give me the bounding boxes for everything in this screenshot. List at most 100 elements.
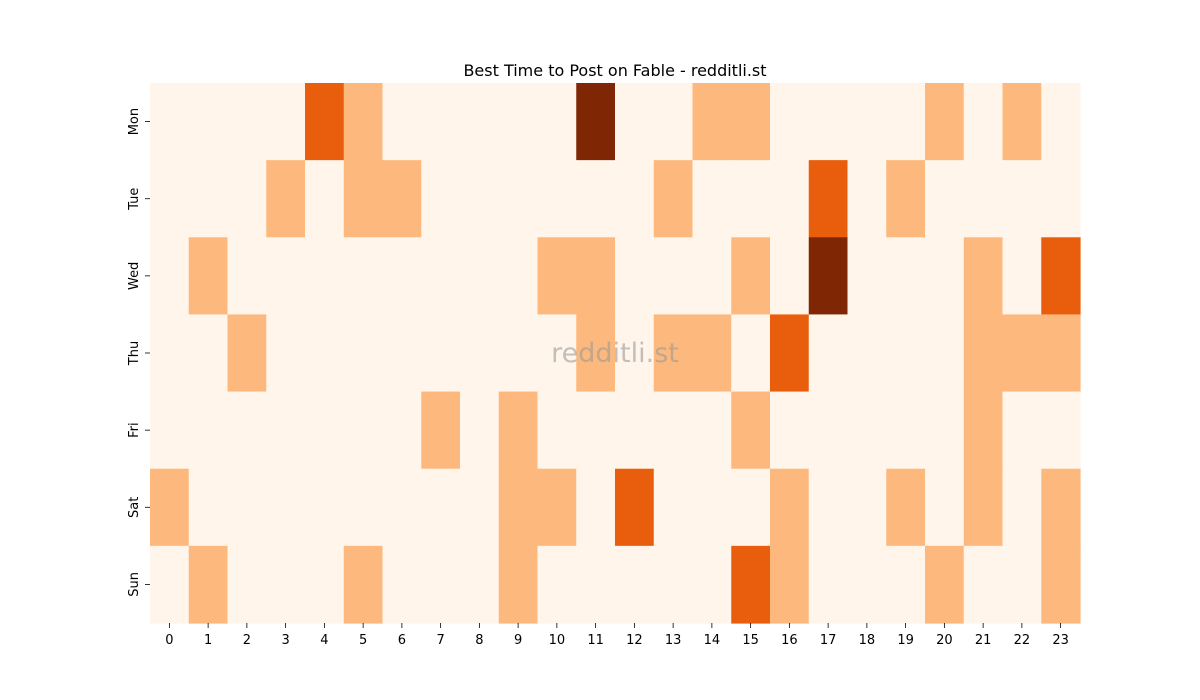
heatmap-cell-tue-7	[421, 160, 461, 238]
heatmap-cell-sat-18	[847, 468, 887, 547]
heatmap-cell-mon-1	[188, 83, 229, 161]
heatmap-cell-thu-3	[266, 314, 306, 393]
heatmap-cell-mon-16	[770, 83, 810, 161]
heatmap-cell-wed-11	[576, 237, 616, 316]
heatmap-cell-wed-12	[615, 237, 655, 316]
heatmap-cell-tue-19	[886, 160, 926, 238]
heatmap-cell-wed-19	[886, 237, 926, 316]
heatmap-cell-sat-6	[382, 468, 422, 547]
heatmap-cell-mon-22	[1002, 83, 1042, 161]
heatmap-cell-sat-8	[460, 468, 500, 547]
heatmap-cell-mon-5	[343, 83, 384, 161]
heatmap-cell-sun-16	[770, 545, 810, 624]
heatmap-cell-sat-4	[305, 468, 345, 547]
x-tick-label: 1	[204, 633, 212, 648]
x-tick-label: 23	[1052, 633, 1069, 648]
heatmap-cell-sun-13	[653, 545, 694, 624]
heatmap-cell-mon-17	[808, 83, 849, 161]
x-tick-label: 17	[820, 633, 837, 648]
heatmap-cell-mon-0	[150, 83, 190, 161]
heatmap-cell-wed-4	[305, 237, 345, 316]
heatmap-cell-sun-21	[963, 545, 1004, 624]
heatmap-cell-fri-1	[188, 391, 229, 470]
heatmap-cell-tue-21	[963, 160, 1004, 238]
x-tick-label: 9	[514, 633, 522, 648]
x-tick-label: 19	[897, 633, 914, 648]
heatmap-cell-sun-14	[692, 545, 732, 624]
heatmap-cell-sun-5	[343, 545, 384, 624]
x-axis: 0 1 2 3 4 5 6 7 8 9 10 11 12 13 14 15 16 17 18 19 20 21 22 23	[165, 623, 1069, 648]
heatmap-cell-wed-20	[925, 237, 965, 316]
heatmap-cell-sat-15	[731, 468, 771, 547]
heatmap-cell-tue-18	[847, 160, 887, 238]
heatmap-cell-wed-6	[382, 237, 422, 316]
heatmap-cell-thu-17	[808, 314, 849, 393]
heatmap-cell-mon-23	[1041, 83, 1081, 161]
heatmap-cell-thu-6	[382, 314, 422, 393]
heatmap-cell-sun-2	[227, 545, 267, 624]
heatmap-cell-tue-8	[460, 160, 500, 238]
heatmap-cell-thu-4	[305, 314, 345, 393]
heatmap-cell-thu-0	[150, 314, 190, 393]
heatmap-cell-fri-12	[615, 391, 655, 470]
heatmap-cell-sun-18	[847, 545, 887, 624]
heatmap-cell-fri-0	[150, 391, 190, 470]
x-tick-label: 13	[665, 633, 682, 648]
heatmap-cell-sun-12	[615, 545, 655, 624]
heatmap-cell-tue-17	[808, 160, 849, 238]
heatmap-cell-fri-16	[770, 391, 810, 470]
heatmap-cell-fri-6	[382, 391, 422, 470]
heatmap-cell-fri-3	[266, 391, 306, 470]
heatmap-cell-sat-12	[615, 468, 655, 547]
watermark: redditli.st	[551, 338, 679, 369]
heatmap-cell-sun-7	[421, 545, 461, 624]
heatmap-cell-mon-14	[692, 83, 732, 161]
heatmap-cell-wed-8	[460, 237, 500, 316]
heatmap-cell-sat-13	[653, 468, 694, 547]
heatmap-cell-tue-15	[731, 160, 771, 238]
heatmap-cell-tue-13	[653, 160, 694, 238]
heatmap-cell-mon-15	[731, 83, 771, 161]
heatmap-cell-tue-1	[188, 160, 229, 238]
heatmap-cell-wed-17	[808, 237, 849, 316]
heatmap-cell-mon-18	[847, 83, 887, 161]
x-tick-label: 11	[587, 633, 604, 648]
heatmap-cell-tue-10	[537, 160, 577, 238]
heatmap-cell-fri-11	[576, 391, 616, 470]
heatmap-cell-fri-4	[305, 391, 345, 470]
x-tick-label: 14	[704, 633, 721, 648]
heatmap-cell-sun-4	[305, 545, 345, 624]
x-tick-label: 0	[165, 633, 173, 648]
heatmap-cell-thu-2	[227, 314, 267, 393]
heatmap-cell-fri-2	[227, 391, 267, 470]
x-tick-label: 7	[436, 633, 444, 648]
heatmap-cell-tue-0	[150, 160, 190, 238]
y-axis: Mon Tue Wed Thu Fri Sat Sun	[127, 108, 150, 597]
heatmap-cell-fri-5	[343, 391, 384, 470]
heatmap-cell-wed-10	[537, 237, 577, 316]
heatmap-cell-fri-21	[963, 391, 1004, 470]
chart-title: Best Time to Post on Fable - redditli.st	[463, 61, 766, 80]
heatmap-cell-mon-3	[266, 83, 306, 161]
heatmap-cell-mon-4	[305, 83, 345, 161]
x-tick-label: 4	[320, 633, 328, 648]
heatmap-cell-thu-18	[847, 314, 887, 393]
y-tick-label: Fri	[127, 422, 142, 438]
heatmap-cell-sat-1	[188, 468, 229, 547]
heatmap-cell-tue-6	[382, 160, 422, 238]
heatmap-cell-wed-7	[421, 237, 461, 316]
heatmap-cell-fri-9	[498, 391, 539, 470]
heatmap-cell-thu-5	[343, 314, 384, 393]
x-tick-label: 16	[781, 633, 798, 648]
heatmap-cell-thu-16	[770, 314, 810, 393]
heatmap-cell-fri-22	[1002, 391, 1042, 470]
heatmap-cell-sun-6	[382, 545, 422, 624]
heatmap-cell-thu-7	[421, 314, 461, 393]
heatmap-cell-wed-9	[498, 237, 539, 316]
x-tick-label: 2	[243, 633, 251, 648]
heatmap-cell-tue-3	[266, 160, 306, 238]
heatmap-cell-fri-19	[886, 391, 926, 470]
heatmap-cell-sun-22	[1002, 545, 1042, 624]
heatmap-cell-sat-2	[227, 468, 267, 547]
heatmap-cell-fri-14	[692, 391, 732, 470]
